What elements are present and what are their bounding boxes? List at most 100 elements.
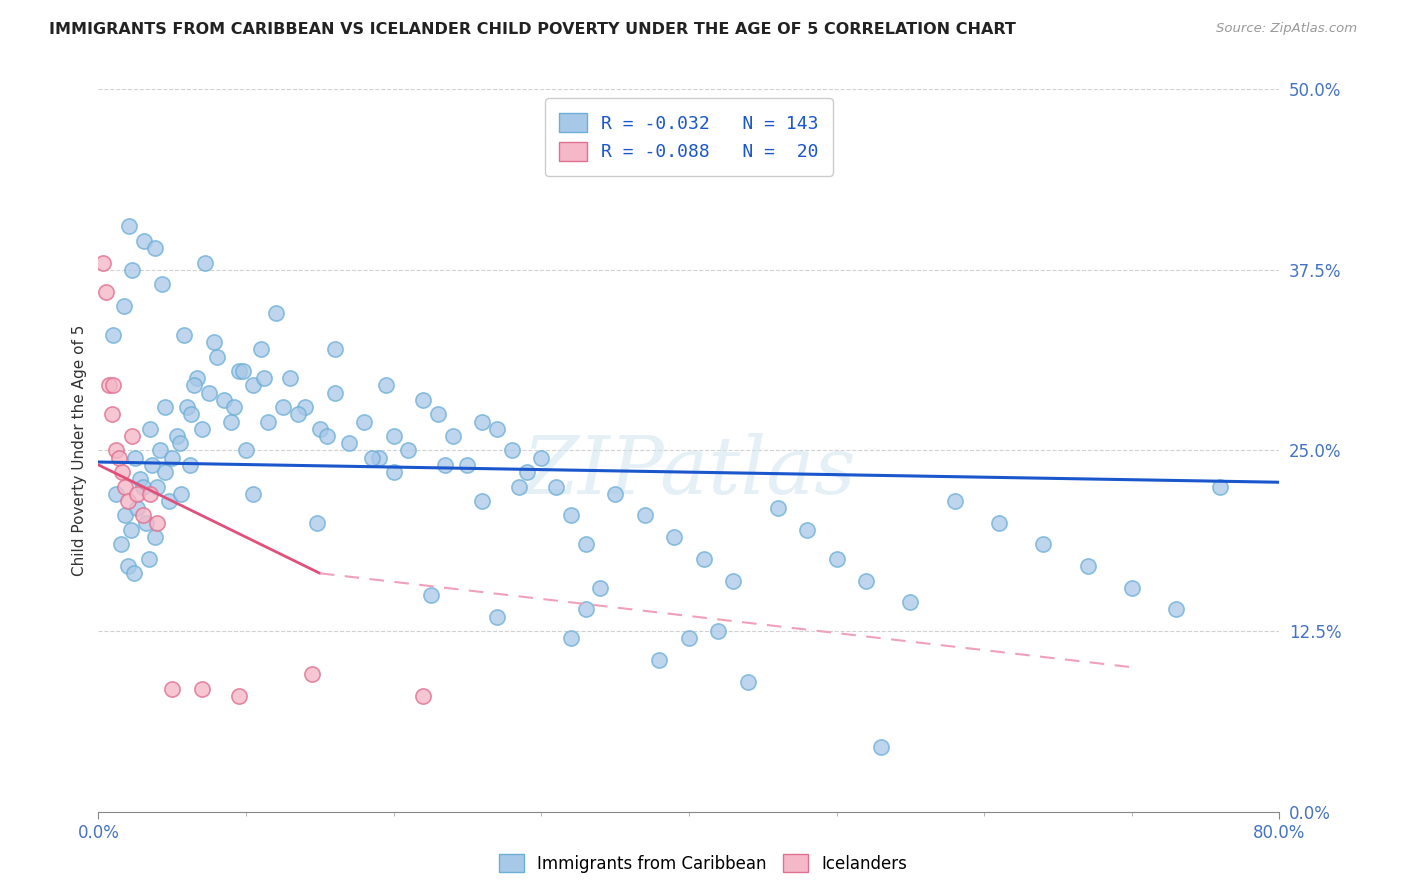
Point: [132, 480, 155, 494]
Point: [434, 458, 457, 472]
Point: [242, 378, 264, 392]
Point: [94, 285, 117, 299]
Point: [149, 443, 172, 458]
Point: [323, 343, 346, 357]
Point: [112, 299, 135, 313]
Point: [323, 385, 346, 400]
Point: [796, 523, 818, 537]
Point: [122, 566, 145, 581]
Point: [179, 458, 201, 472]
Point: [170, 487, 193, 501]
Point: [634, 508, 657, 523]
Point: [105, 487, 128, 501]
Point: [111, 465, 134, 479]
Point: [117, 559, 139, 574]
Point: [139, 487, 162, 501]
Point: [250, 343, 273, 357]
Point: [121, 262, 143, 277]
Point: [412, 689, 434, 703]
Point: [589, 581, 612, 595]
Point: [870, 739, 893, 754]
Point: [943, 494, 966, 508]
Point: [173, 327, 195, 342]
Point: [134, 234, 156, 248]
Point: [560, 508, 582, 523]
Point: [114, 480, 136, 494]
Point: [1121, 581, 1143, 595]
Point: [301, 667, 323, 681]
Point: [198, 385, 221, 400]
Point: [166, 429, 188, 443]
Point: [194, 255, 217, 269]
Point: [382, 465, 405, 479]
Point: [737, 674, 759, 689]
Point: [124, 450, 146, 465]
Point: [180, 407, 202, 421]
Point: [257, 415, 280, 429]
Point: [766, 501, 789, 516]
Point: [228, 364, 250, 378]
Point: [988, 516, 1011, 530]
Point: [103, 327, 125, 342]
Legend: Immigrants from Caribbean, Icelanders: Immigrants from Caribbean, Icelanders: [492, 847, 914, 880]
Point: [221, 415, 243, 429]
Point: [412, 392, 434, 407]
Point: [224, 400, 246, 414]
Point: [353, 415, 375, 429]
Point: [125, 501, 148, 516]
Point: [605, 487, 627, 501]
Point: [235, 443, 257, 458]
Point: [118, 219, 141, 234]
Point: [855, 574, 877, 588]
Point: [575, 537, 598, 551]
Point: [1077, 559, 1099, 574]
Point: [121, 429, 143, 443]
Point: [202, 334, 225, 349]
Point: [664, 530, 686, 544]
Point: [678, 632, 700, 646]
Point: [1032, 537, 1054, 551]
Point: [205, 350, 228, 364]
Point: [153, 400, 176, 414]
Point: [287, 407, 309, 421]
Legend: R = -0.032   N = 143, R = -0.088   N =  20: R = -0.032 N = 143, R = -0.088 N = 20: [546, 98, 832, 176]
Point: [305, 516, 328, 530]
Point: [427, 407, 450, 421]
Point: [264, 306, 287, 320]
Point: [501, 443, 523, 458]
Point: [150, 277, 173, 292]
Point: [108, 450, 131, 465]
Point: [441, 429, 464, 443]
Point: [162, 450, 183, 465]
Point: [110, 537, 132, 551]
Point: [146, 480, 169, 494]
Point: [132, 508, 155, 523]
Point: [575, 602, 598, 616]
Point: [105, 443, 128, 458]
Text: Source: ZipAtlas.com: Source: ZipAtlas.com: [1216, 22, 1357, 36]
Point: [648, 653, 671, 667]
Point: [191, 681, 214, 696]
Point: [707, 624, 730, 639]
Point: [103, 378, 125, 392]
Point: [560, 632, 582, 646]
Point: [91, 255, 114, 269]
Point: [368, 450, 391, 465]
Point: [143, 530, 166, 544]
Point: [530, 450, 553, 465]
Point: [723, 574, 745, 588]
Point: [242, 487, 264, 501]
Point: [212, 392, 235, 407]
Point: [339, 436, 361, 450]
Point: [1209, 480, 1232, 494]
Point: [471, 415, 494, 429]
Point: [309, 422, 332, 436]
Point: [153, 465, 176, 479]
Point: [228, 689, 250, 703]
Point: [169, 436, 191, 450]
Point: [398, 443, 420, 458]
Point: [146, 516, 169, 530]
Point: [162, 681, 183, 696]
Point: [232, 364, 254, 378]
Point: [486, 422, 509, 436]
